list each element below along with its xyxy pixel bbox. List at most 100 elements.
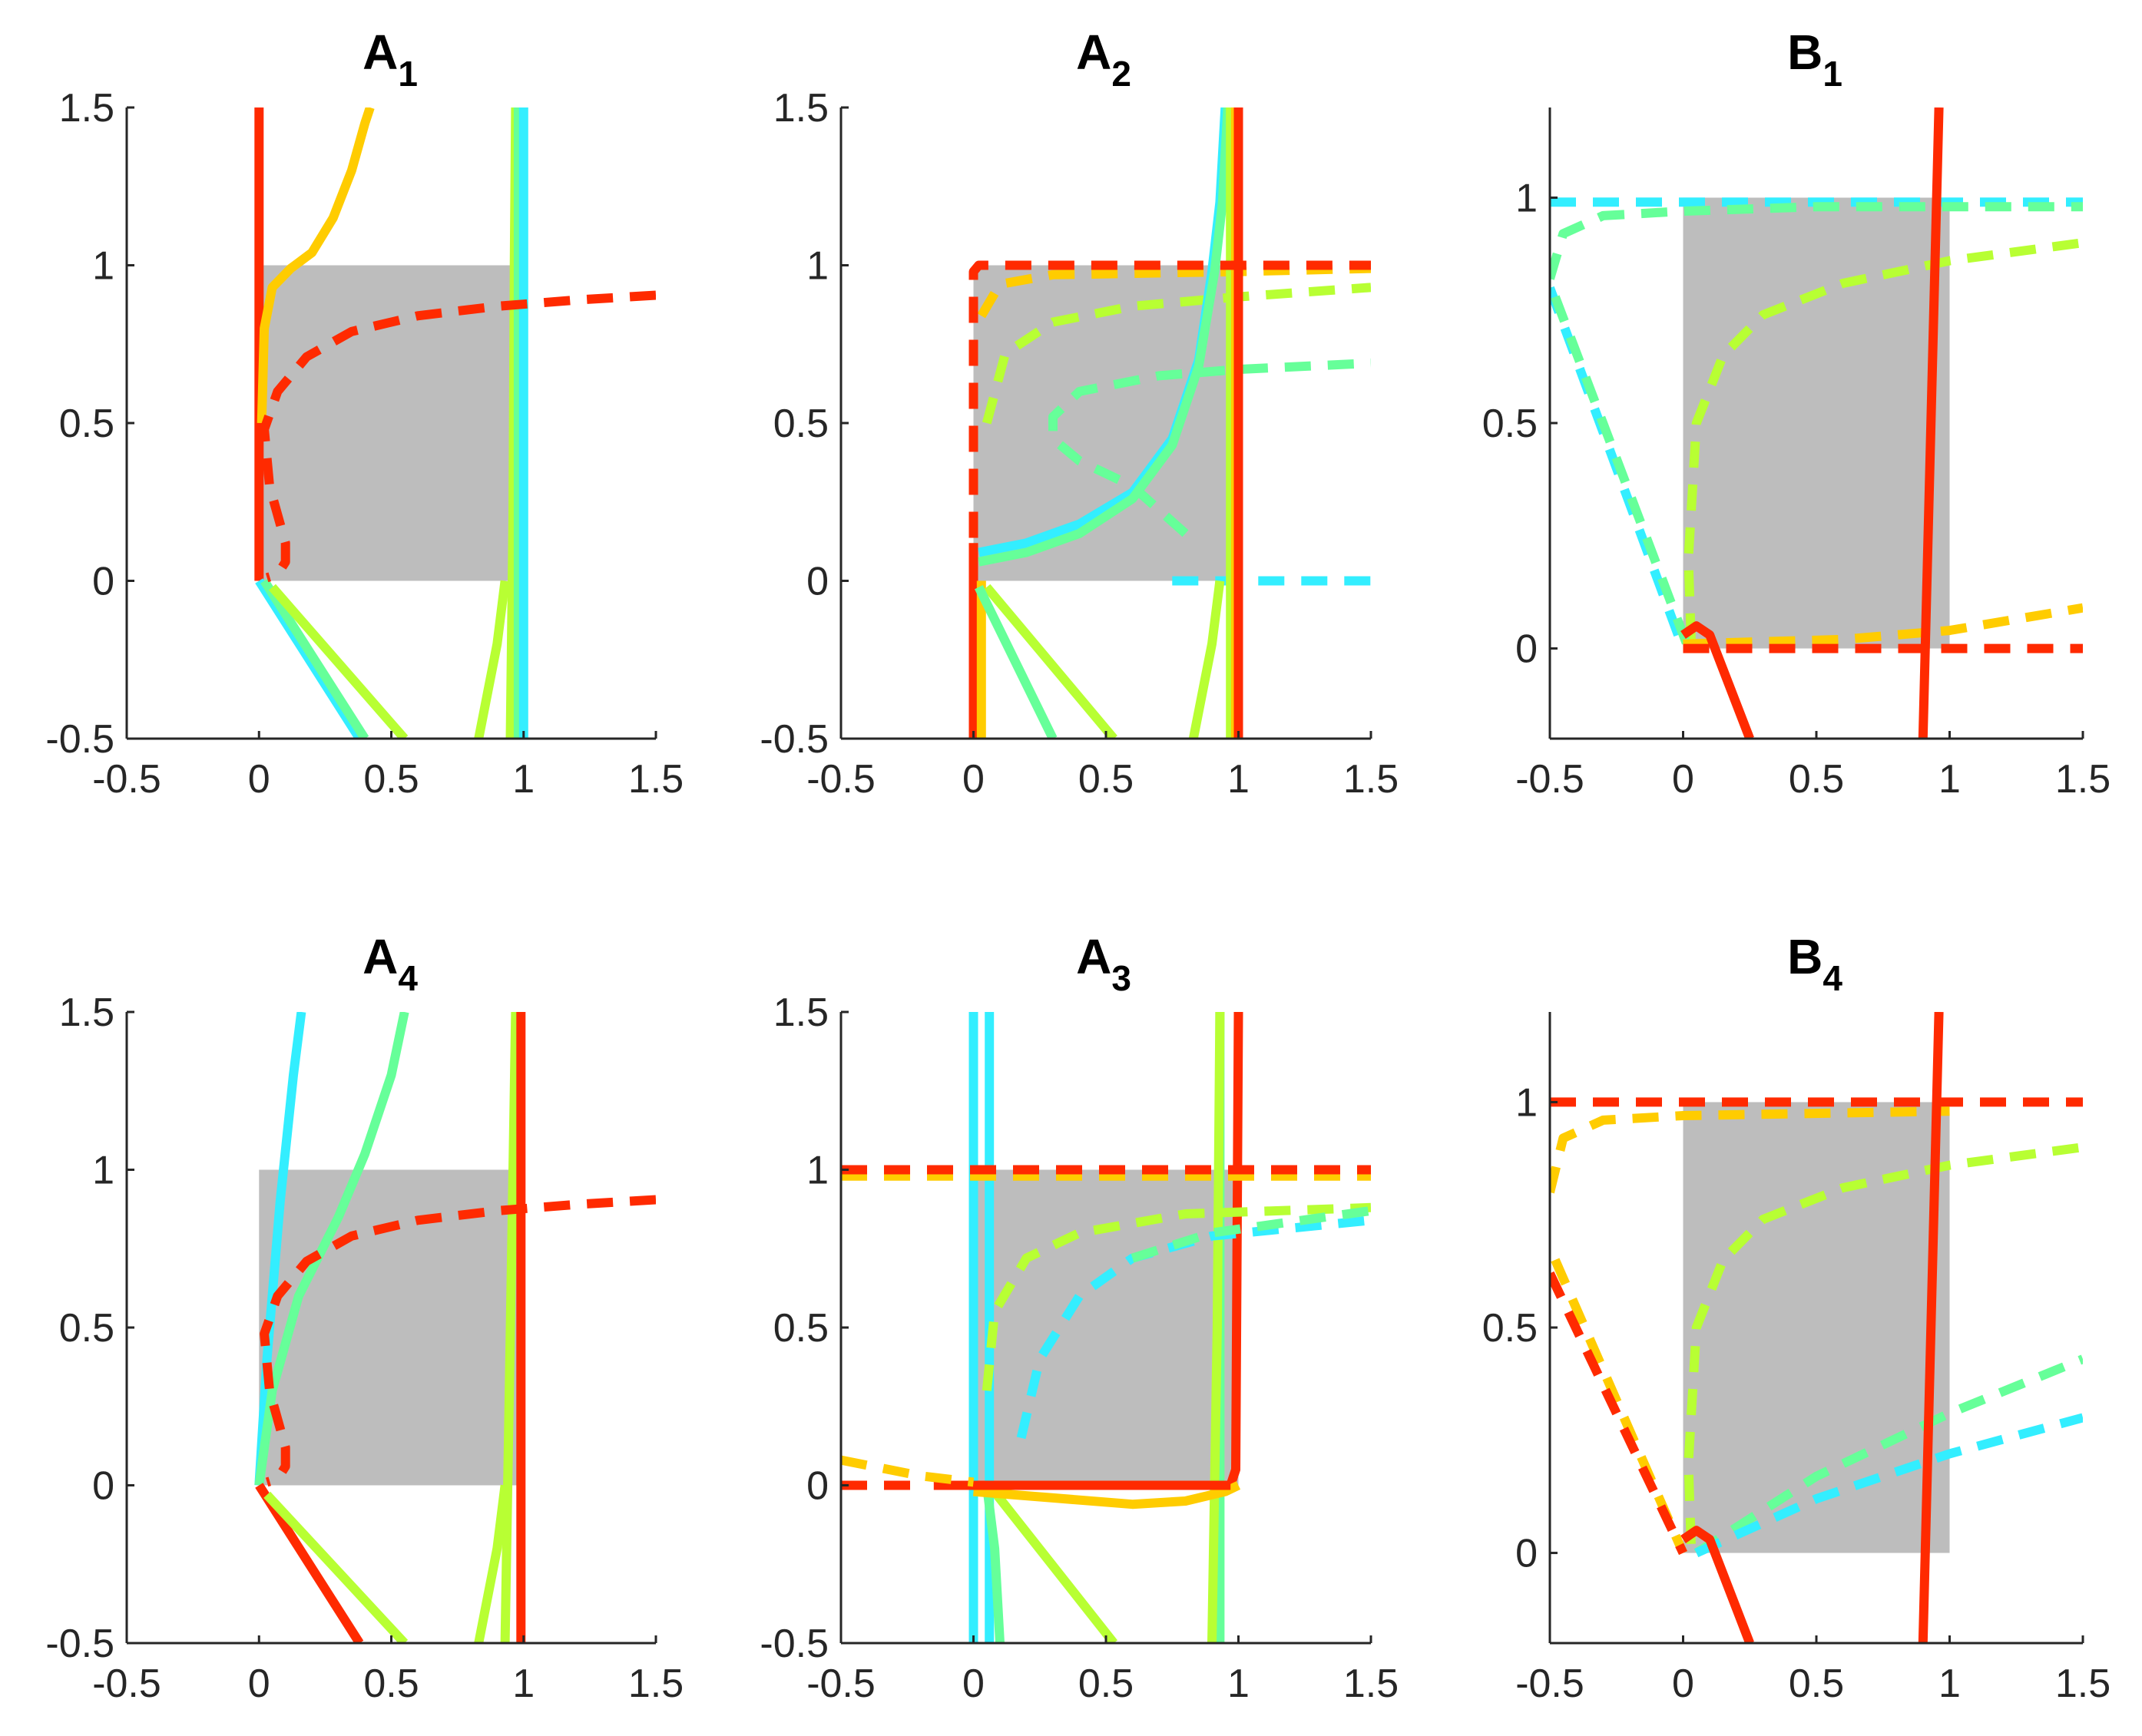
y-tick-label: -0.5 xyxy=(45,1622,114,1666)
series-lime-diagonal xyxy=(985,1482,1118,1643)
series-gold-dashed xyxy=(977,263,1371,319)
series-green-dashed xyxy=(1131,1205,1371,1263)
y-tick-label: 1.5 xyxy=(59,990,114,1035)
y-tick-label: -0.5 xyxy=(760,1622,829,1666)
series-red-vertical xyxy=(1918,107,1944,739)
x-tick-label: 0 xyxy=(1672,1662,1694,1706)
series-red-diagonal xyxy=(255,1483,364,1643)
series-group xyxy=(1550,107,2083,739)
series-red-dashed xyxy=(260,290,656,583)
x-tick-label: 0 xyxy=(248,1662,270,1706)
panel-title: A4 xyxy=(363,929,418,998)
panel-title: B1 xyxy=(1787,25,1842,94)
shaded-region xyxy=(973,1169,1239,1486)
series-red-dashed-diag xyxy=(1550,1271,1687,1556)
series-group xyxy=(1550,1012,2083,1643)
series-green-curve xyxy=(254,1012,409,1486)
x-tick-label: 1 xyxy=(1938,1662,1961,1706)
y-tick-label: 1 xyxy=(806,244,829,289)
x-tick-label: 1 xyxy=(1227,1662,1250,1706)
x-tick-label: 1 xyxy=(512,757,535,802)
plot-area: -0.5 0 0.5 1 1.5 0 0.5 1 xyxy=(1482,1012,2111,1706)
series-lime-diagonal xyxy=(983,584,1117,739)
panel-A1: A1 -0.5 0 0.5 1 1.5 -0.5 0 0.5 1 1.5 xyxy=(45,25,684,802)
series-lime-diagonal xyxy=(263,1491,409,1643)
y-tick-label: 1 xyxy=(1515,176,1538,220)
y-tick-label: 1 xyxy=(806,1149,829,1193)
plot-area: -0.5 0 0.5 1 1.5 -0.5 0 0.5 1 1.5 xyxy=(45,86,684,802)
shaded-region xyxy=(259,265,524,581)
series-green-dashed xyxy=(1048,358,1371,537)
y-tick-label: 0 xyxy=(806,1464,829,1509)
series-lime-dashed xyxy=(982,283,1371,425)
x-tick-label: 0.5 xyxy=(1078,1662,1134,1706)
x-tick-label: 1.5 xyxy=(1343,757,1399,802)
x-tick-label: 1 xyxy=(1227,757,1250,802)
x-tick-label: -0.5 xyxy=(92,1662,161,1706)
y-tick-label: 0 xyxy=(1515,627,1538,672)
series-gold-dashed-diag xyxy=(1551,1258,1687,1556)
panel-title: A2 xyxy=(1076,25,1131,94)
plot-area: -0.5 0 0.5 1 1.5 0 0.5 1 xyxy=(1482,107,2111,802)
y-tick-label: -0.5 xyxy=(45,717,114,762)
series-cyan-dashed xyxy=(1016,1215,1371,1440)
x-tick-label: 0.5 xyxy=(1789,757,1844,802)
series-green-dashed-diag xyxy=(1551,295,1693,650)
y-tick-label: 0.5 xyxy=(1482,402,1538,446)
x-tick-label: -0.5 xyxy=(806,757,876,802)
x-tick-label: -0.5 xyxy=(1515,757,1584,802)
panel-title: B4 xyxy=(1787,929,1842,998)
panel-A2: A2 -0.5 0 0.5 1 1.5 -0.5 0 0.5 1 1.5 xyxy=(760,25,1399,802)
x-tick-label: 1.5 xyxy=(628,757,684,802)
series-green-diagonal xyxy=(982,1484,1005,1643)
y-tick-label: 1 xyxy=(92,1149,114,1193)
series-red-dashed xyxy=(260,1195,656,1487)
y-tick-label: 1 xyxy=(1515,1080,1538,1125)
x-tick-label: -0.5 xyxy=(806,1662,876,1706)
x-tick-label: 1 xyxy=(1938,757,1961,802)
x-tick-label: 1.5 xyxy=(2055,1662,2111,1706)
x-tick-label: 0 xyxy=(248,757,270,802)
x-tick-label: 1.5 xyxy=(2055,757,2111,802)
series-group xyxy=(254,107,656,739)
y-tick-label: 0.5 xyxy=(59,1306,114,1351)
series-group xyxy=(841,1012,1371,1643)
plot-area: -0.5 0 0.5 1 1.5 -0.5 0 0.5 1 1.5 xyxy=(760,86,1399,802)
series-cyan-curve xyxy=(254,1012,306,1486)
y-tick-label: 0.5 xyxy=(773,1306,829,1351)
y-tick-label: 1.5 xyxy=(773,86,829,131)
series-red-dashed-L xyxy=(968,260,1371,581)
plot-area: -0.5 0 0.5 1 1.5 -0.5 0 0.5 1 1.5 xyxy=(45,990,684,1706)
series-lime-lower-curve xyxy=(474,580,510,739)
shaded-region xyxy=(259,1169,524,1486)
y-tick-label: 0 xyxy=(806,560,829,604)
panel-title: A3 xyxy=(1076,929,1131,998)
series-green-diagonal xyxy=(260,578,369,739)
y-tick-label: 0.5 xyxy=(1482,1306,1538,1351)
x-tick-label: 0.5 xyxy=(363,1662,419,1706)
y-tick-label: 0.5 xyxy=(773,402,829,446)
shaded-region xyxy=(973,265,1239,581)
panel-B4: B4 -0.5 0 0.5 1 1.5 0 0.5 1 xyxy=(1482,929,2111,1706)
x-tick-label: 0 xyxy=(962,757,985,802)
series-green-curve xyxy=(978,107,1233,567)
series-green-dashed xyxy=(1693,1354,2083,1557)
y-tick-label: 1.5 xyxy=(59,86,114,131)
series-lime-diagonal xyxy=(268,584,409,739)
plot-area: -0.5 0 0.5 1 1.5 -0.5 0 0.5 1 1.5 xyxy=(760,990,1399,1706)
y-tick-label: 0.5 xyxy=(59,402,114,446)
series-lime-lower-curve xyxy=(474,1484,510,1643)
series-gold-curve xyxy=(257,107,375,424)
series-red-vertical xyxy=(1226,1012,1243,1487)
series-group xyxy=(254,1012,656,1643)
series-red-small xyxy=(1680,1526,1754,1643)
series-lime-vertical xyxy=(500,1012,521,1643)
x-tick-label: 0 xyxy=(1672,757,1694,802)
y-tick-label: 0 xyxy=(92,560,114,604)
x-tick-label: 1.5 xyxy=(628,1662,684,1706)
series-green-diagonal xyxy=(975,585,1058,739)
x-tick-label: 0.5 xyxy=(1078,757,1134,802)
y-tick-label: -0.5 xyxy=(760,717,829,762)
panel-B1: B1 -0.5 0 0.5 1 1.5 0 0.5 1 xyxy=(1482,25,2111,802)
